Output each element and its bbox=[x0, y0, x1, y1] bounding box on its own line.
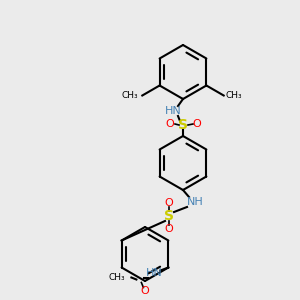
Text: CH₃: CH₃ bbox=[109, 273, 125, 282]
Text: O: O bbox=[140, 286, 149, 296]
Text: CH₃: CH₃ bbox=[226, 91, 242, 100]
Text: O: O bbox=[165, 198, 173, 208]
Text: NH: NH bbox=[187, 197, 203, 207]
Text: S: S bbox=[164, 209, 174, 223]
Text: HN: HN bbox=[165, 106, 182, 116]
Text: HN: HN bbox=[146, 268, 163, 278]
Text: O: O bbox=[165, 224, 173, 234]
Text: S: S bbox=[178, 118, 188, 132]
Text: O: O bbox=[166, 119, 174, 129]
Text: O: O bbox=[193, 119, 201, 129]
Text: CH₃: CH₃ bbox=[122, 91, 138, 100]
